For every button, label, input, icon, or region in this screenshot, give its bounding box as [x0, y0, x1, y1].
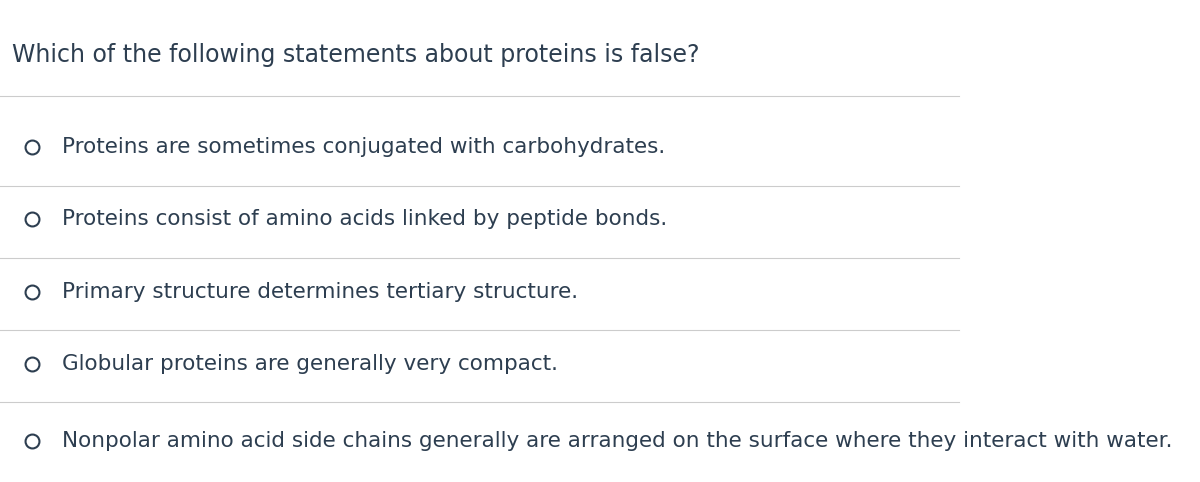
Text: Nonpolar amino acid side chains generally are arranged on the surface where they: Nonpolar amino acid side chains generall… [62, 431, 1172, 451]
Text: Proteins are sometimes conjugated with carbohydrates.: Proteins are sometimes conjugated with c… [62, 137, 666, 157]
Text: Primary structure determines tertiary structure.: Primary structure determines tertiary st… [62, 281, 578, 302]
Text: Which of the following statements about proteins is false?: Which of the following statements about … [12, 43, 700, 67]
Text: Proteins consist of amino acids linked by peptide bonds.: Proteins consist of amino acids linked b… [62, 209, 667, 229]
Text: Globular proteins are generally very compact.: Globular proteins are generally very com… [62, 354, 558, 374]
